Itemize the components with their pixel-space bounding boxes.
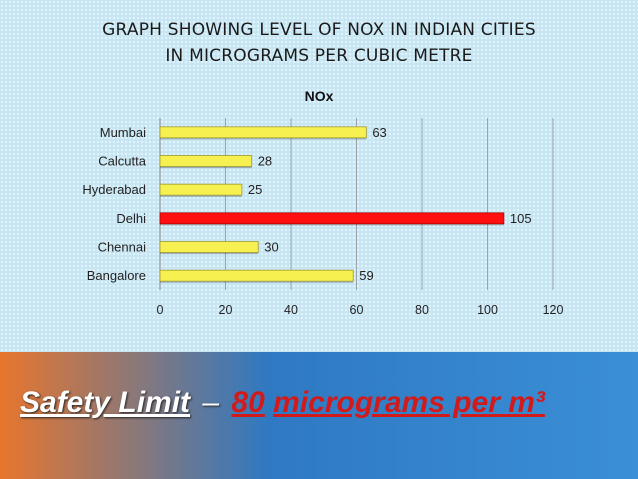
safety-limit-dash: – xyxy=(202,386,220,419)
category-label: Bangalore xyxy=(87,268,146,283)
x-tick-label: 40 xyxy=(284,303,298,317)
bar-bangalore xyxy=(159,269,354,282)
category-label: Calcutta xyxy=(98,154,146,169)
bar-hyderabad xyxy=(159,183,243,196)
category-label: Delhi xyxy=(116,211,146,226)
slide-title-line-1: GRAPH SHOWING LEVEL OF NOX IN INDIAN CIT… xyxy=(102,20,536,40)
data-label: 28 xyxy=(258,154,272,169)
footer-band xyxy=(0,352,638,479)
x-tick-label: 20 xyxy=(219,303,233,317)
data-label: 63 xyxy=(372,125,386,140)
safety-limit-note: Safety Limit – 80 micrograms per m³ xyxy=(20,386,630,420)
bar-delhi xyxy=(159,212,505,225)
x-tick-label: 80 xyxy=(415,303,429,317)
bar-calcutta xyxy=(159,155,253,167)
category-label: Chennai xyxy=(98,240,147,255)
x-tick-label: 100 xyxy=(477,303,498,317)
data-label: 30 xyxy=(264,240,278,255)
x-tick-label: 0 xyxy=(157,303,164,317)
data-label: 105 xyxy=(510,211,532,226)
bar-chennai xyxy=(159,241,259,253)
data-label: 59 xyxy=(359,268,373,283)
category-label: Mumbai xyxy=(100,125,146,140)
x-tick-label: 120 xyxy=(543,303,564,317)
x-tick-label: 60 xyxy=(350,303,364,317)
safety-limit-unit: micrograms per m³ xyxy=(273,386,545,419)
data-label: 25 xyxy=(248,182,262,197)
slide-title-line-2: IN MICROGRAMS PER CUBIC METRE xyxy=(165,46,473,66)
bar-mumbai xyxy=(159,126,367,139)
chart-title: NOx xyxy=(305,88,334,104)
chart-background xyxy=(0,0,638,352)
category-label: Hyderabad xyxy=(82,182,146,197)
safety-limit-label: Safety Limit xyxy=(20,386,191,419)
safety-limit-value: 80 xyxy=(231,386,265,419)
nox-bar-chart: NOx 0 20 40 60 80 100 120 Mumbai 63 Calcutta 28 Hyd… xyxy=(82,88,564,317)
